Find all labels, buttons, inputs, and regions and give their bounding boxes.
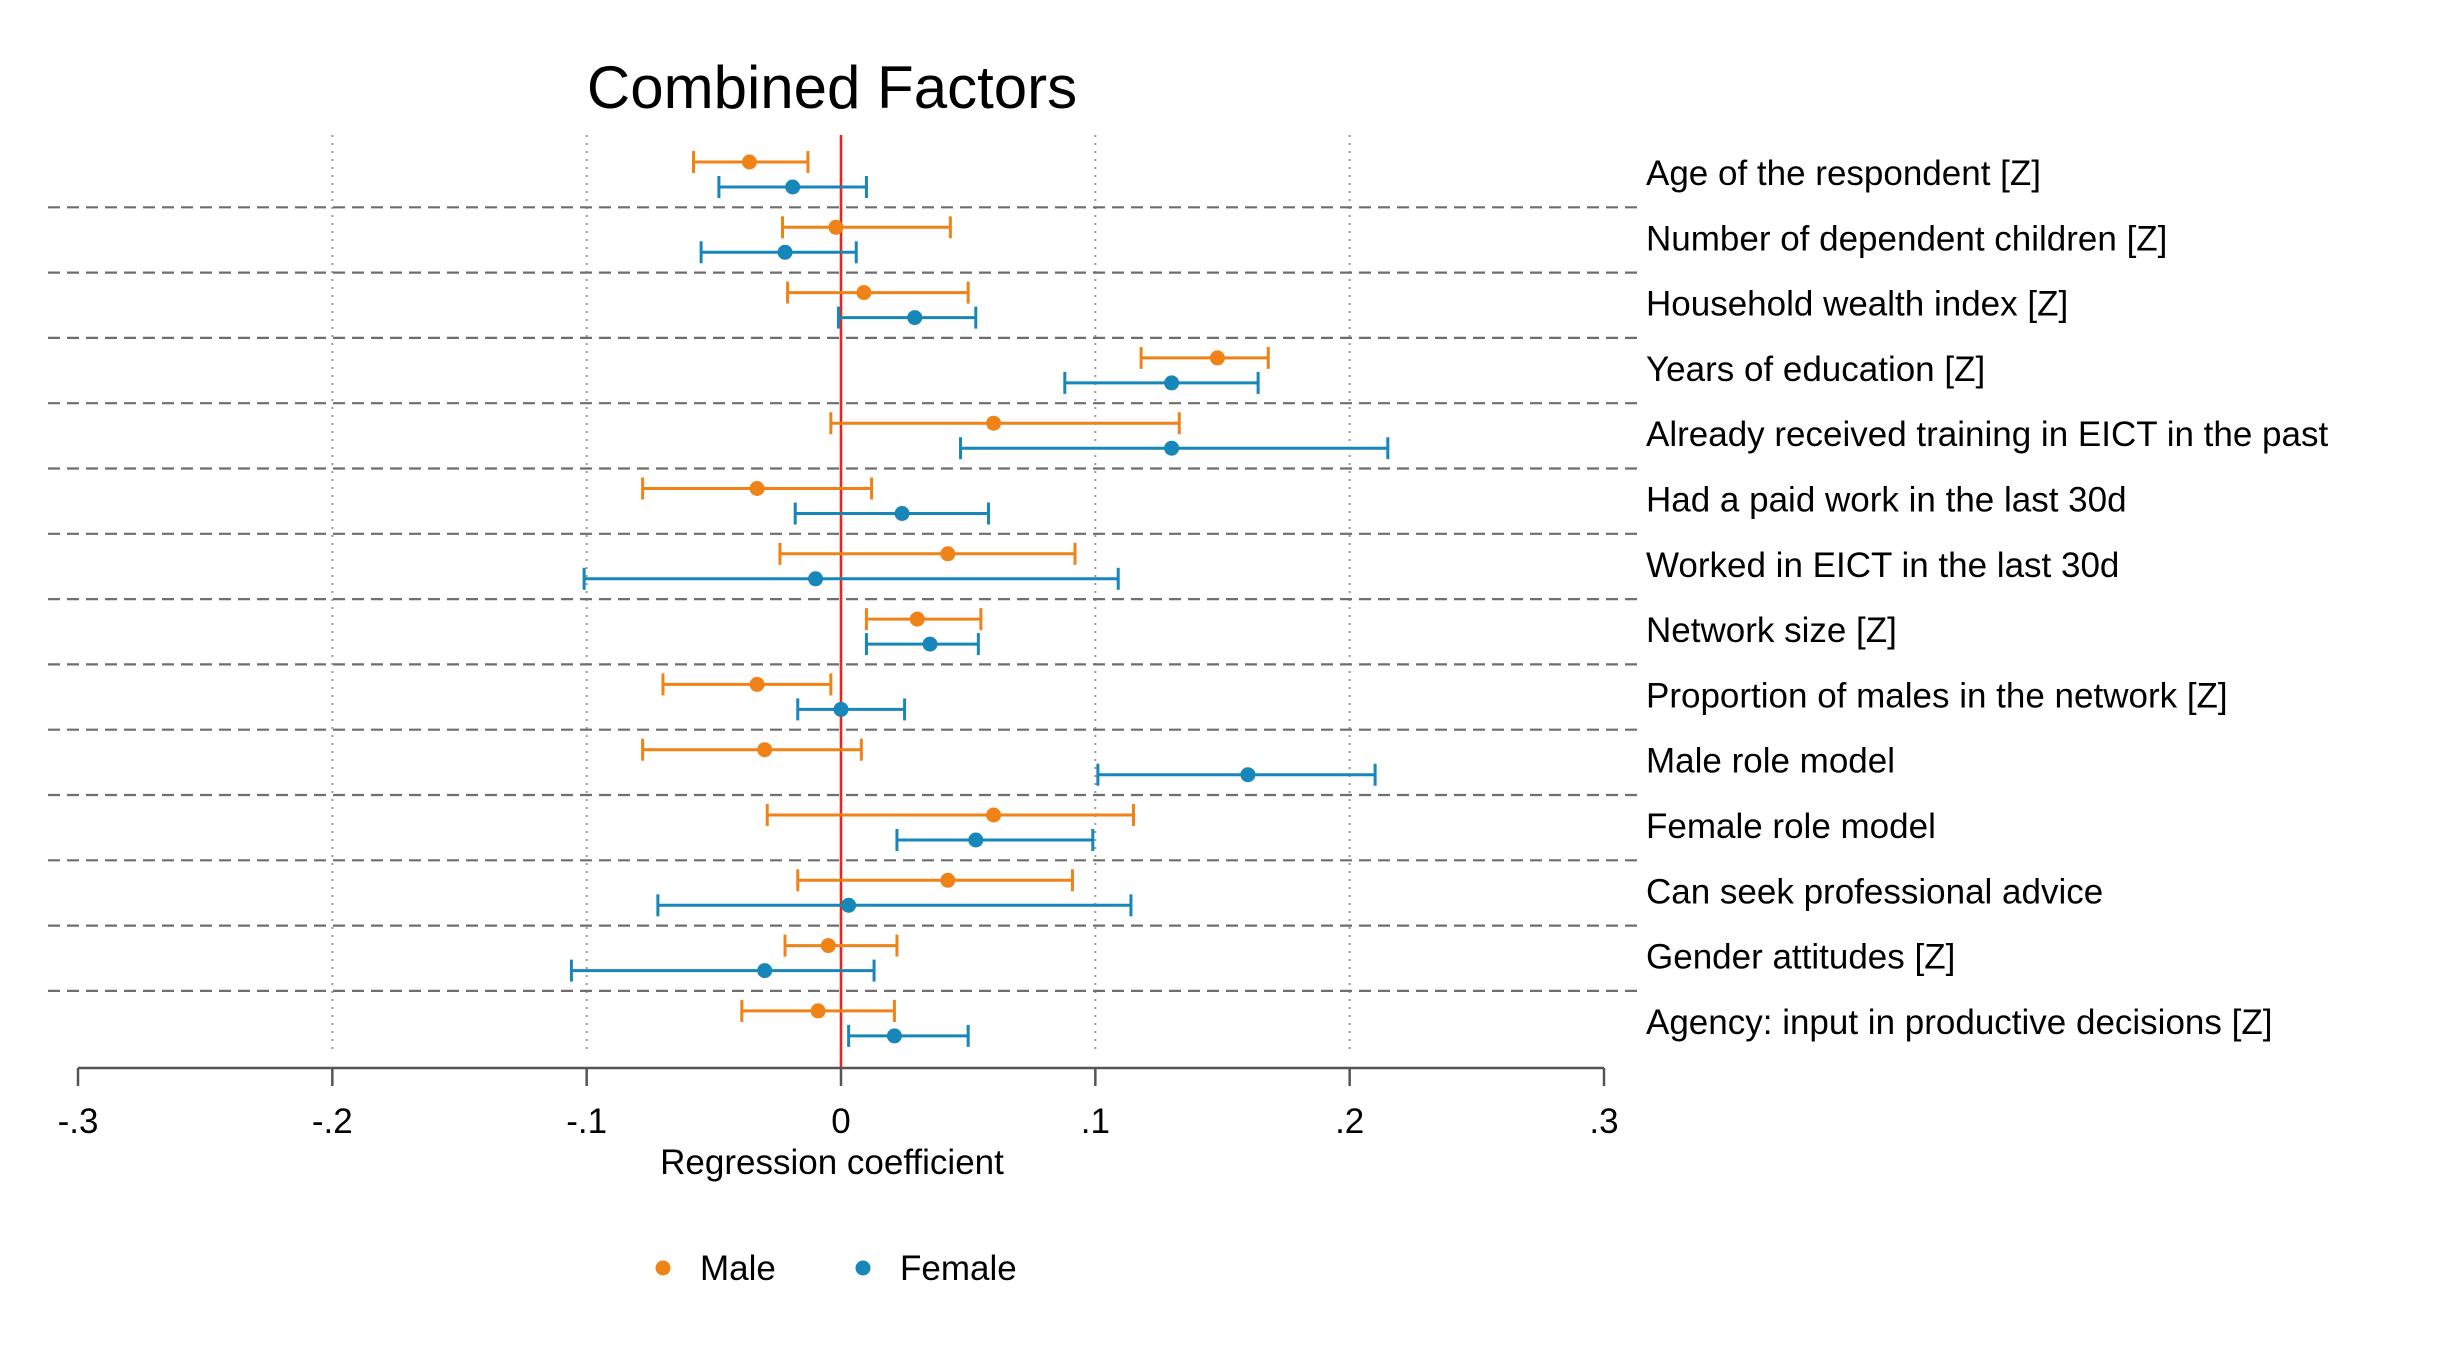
series-female [569, 176, 1390, 1047]
estimate-point [856, 285, 872, 301]
category-label: Female role model [1646, 807, 1936, 846]
category-label: Household wealth index [Z] [1646, 285, 2068, 324]
estimate-point [820, 938, 836, 954]
category-label: Already received training in EICT in the… [1646, 415, 2328, 454]
estimate-point [1164, 440, 1180, 456]
x-tick-label: -.1 [566, 1102, 607, 1141]
category-label: Can seek professional advice [1646, 872, 2103, 911]
category-label: Agency: input in productive decisions [Z… [1646, 1003, 2272, 1042]
data-marks [569, 151, 1390, 1047]
x-tick-label: .2 [1335, 1102, 1364, 1141]
category-label: Age of the respondent [Z] [1646, 154, 2041, 193]
grid-lines [331, 135, 1351, 1055]
estimate-point [1209, 350, 1225, 366]
estimate-point [909, 611, 925, 627]
estimate-point [1240, 767, 1256, 783]
legend-item-female: Female [855, 1249, 1017, 1288]
legend-item-male: Male [655, 1249, 776, 1288]
x-tick-label: 0 [831, 1102, 850, 1141]
legend-label: Female [900, 1249, 1017, 1288]
estimate-point [922, 636, 938, 652]
category-label: Worked in EICT in the last 30d [1646, 546, 2119, 585]
x-axis: -.3 -.2 -.1 0 .1 .2 .3 [58, 1066, 1619, 1141]
x-tick-label: .1 [1081, 1102, 1110, 1141]
legend-marker [855, 1260, 871, 1276]
chart-title: Combined Factors [587, 54, 1077, 121]
category-label: Years of education [Z] [1646, 350, 1985, 389]
category-label: Male role model [1646, 742, 1895, 781]
legend-label: Male [700, 1249, 776, 1288]
estimate-point [841, 897, 857, 913]
category-label: Proportion of males in the network [Z] [1646, 676, 2228, 715]
estimate-point [968, 832, 984, 848]
legend: Male Female [655, 1249, 1017, 1288]
category-separators [48, 206, 1640, 993]
estimate-point [757, 963, 773, 979]
estimate-point [828, 219, 844, 235]
x-axis-title: Regression coefficient [660, 1143, 1004, 1182]
estimate-point [785, 179, 801, 195]
estimate-point [986, 807, 1002, 823]
category-labels: Age of the respondent [Z] Number of depen… [1646, 154, 2328, 1042]
estimate-point [810, 1003, 826, 1019]
series-male [641, 151, 1270, 1022]
estimate-point [940, 872, 956, 888]
estimate-point [741, 154, 757, 170]
estimate-point [749, 481, 765, 496]
estimate-point [777, 244, 793, 260]
estimate-point [986, 415, 1002, 431]
category-label: Number of dependent children [Z] [1646, 219, 2167, 258]
estimate-point [833, 701, 849, 717]
estimate-point [886, 1028, 902, 1044]
estimate-point [940, 546, 956, 562]
category-label: Gender attitudes [Z] [1646, 938, 1955, 977]
x-tick-label: -.2 [312, 1102, 353, 1141]
estimate-point [757, 742, 773, 758]
category-label: Network size [Z] [1646, 611, 1897, 650]
x-tick-label: -.3 [58, 1102, 99, 1141]
estimate-point [749, 676, 765, 692]
estimate-point [894, 506, 910, 521]
legend-marker [655, 1260, 671, 1276]
estimate-point [1164, 375, 1180, 391]
estimate-point [808, 571, 824, 587]
x-tick-label: .3 [1589, 1102, 1618, 1141]
estimate-point [907, 310, 923, 326]
category-label: Had a paid work in the last 30d [1646, 481, 2127, 520]
